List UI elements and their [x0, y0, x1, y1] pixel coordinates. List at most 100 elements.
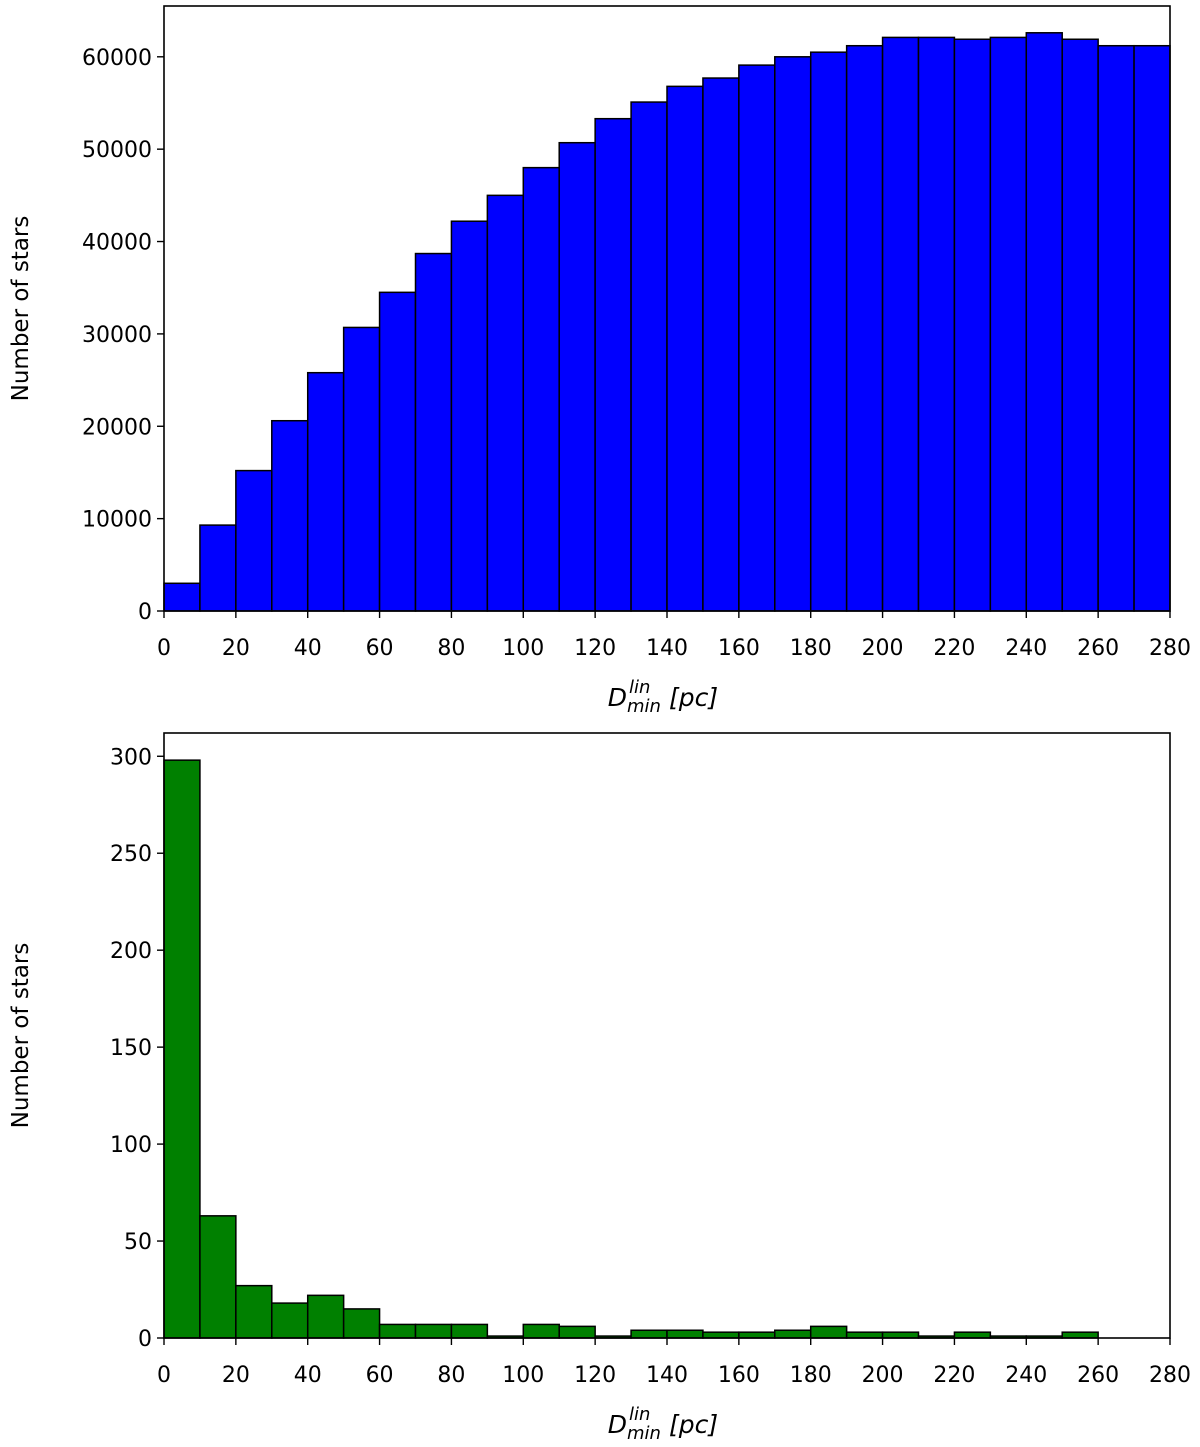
x-tick-label: 60: [366, 1363, 394, 1388]
y-tick-label: 60000: [82, 46, 152, 71]
y-tick-label: 30000: [82, 323, 152, 348]
y-tick-label: 300: [110, 745, 152, 770]
x-tick-label: 0: [157, 1363, 171, 1388]
x-tick-label: 240: [1005, 1363, 1047, 1388]
x-tick-label: 220: [933, 636, 975, 661]
bar-70-80: [414, 252, 453, 612]
x-tick-label: 180: [790, 1363, 832, 1388]
bar-160-170: [738, 64, 776, 612]
y-tick-label: 40000: [82, 231, 152, 256]
bar-40-50: [306, 1294, 345, 1339]
bar-0-10: [163, 759, 201, 1339]
y-tick-label: 150: [110, 1036, 152, 1061]
bar-90-100: [486, 194, 525, 612]
y-tick-label: 100: [110, 1133, 152, 1158]
bar-150-160: [702, 77, 740, 612]
y-tick-label: 50: [124, 1230, 152, 1255]
x-tick-label: 120: [574, 1363, 616, 1388]
x-tick-label: 220: [933, 1363, 975, 1388]
bar-200-210: [881, 1331, 920, 1339]
x-tick-label: 0: [157, 636, 171, 661]
bar-270-280: [1133, 44, 1171, 612]
bottom-histogram-panel: 0 20 40 60 80 100 120 140 160 180 200 220 240 260 2800…: [8, 732, 1191, 1444]
bar-60-70: [378, 291, 417, 612]
x-tick-label: 80: [437, 1363, 465, 1388]
bar-220-230: [953, 38, 992, 612]
x-tick-label: 40: [294, 636, 322, 661]
bar-70-80: [414, 1323, 453, 1339]
bar-140-150: [666, 85, 704, 612]
x-tick-label: 140: [646, 636, 688, 661]
bar-80-90: [450, 220, 489, 612]
bar-250-260: [1061, 1331, 1099, 1339]
bar-180-190: [809, 1325, 848, 1339]
x-tick-label: 180: [790, 636, 832, 661]
x-axis: 0 20 40 60 80 100 120 140 160 180 200 220 240 260 280: [157, 611, 1191, 661]
bar-30-40: [271, 419, 309, 612]
bar-130-140: [630, 101, 668, 612]
x-tick-label: 240: [1005, 636, 1047, 661]
x-tick-label: 100: [502, 1363, 544, 1388]
x-tick-label: 280: [1149, 636, 1191, 661]
bar-110-120: [558, 1325, 596, 1339]
bar-100-110: [522, 1323, 560, 1339]
x-tick-label: 20: [222, 636, 250, 661]
x-tick-label: 160: [718, 636, 760, 661]
bar-200-210: [881, 36, 920, 612]
x-axis: 0 20 40 60 80 100 120 140 160 180 200 220 240 260 280: [157, 1338, 1191, 1388]
bar-220-230: [953, 1331, 992, 1339]
bar-150-160: [702, 1331, 740, 1339]
plot-frame: [163, 732, 1171, 1339]
x-tick-label: 260: [1077, 636, 1119, 661]
y-axis-label: Number of stars: [8, 216, 34, 402]
x-tick-label: 40: [294, 1363, 322, 1388]
x-tick-label: 120: [574, 636, 616, 661]
bar-0-10: [163, 582, 201, 612]
bar-120-130: [594, 117, 632, 612]
bar-50-60: [342, 326, 381, 612]
bar-110-120: [558, 141, 596, 612]
y-tick-label: 20000: [82, 415, 152, 440]
bar-180-190: [809, 51, 848, 612]
bar-10-20: [199, 524, 237, 612]
top-histogram-panel: 0 20 40 60 80 100 120 140 160 180 200 220 240 260 2800…: [8, 5, 1191, 717]
x-tick-label: 200: [862, 636, 904, 661]
x-tick-label: 260: [1077, 1363, 1119, 1388]
y-tick-label: 0: [138, 600, 152, 625]
y-tick-label: 0: [138, 1327, 152, 1352]
bar-170-180: [774, 1329, 812, 1339]
y-tick-label: 10000: [82, 508, 152, 533]
bar-40-50: [306, 371, 345, 612]
x-label-superscript: lin: [629, 1404, 650, 1425]
x-label-subscript: min: [627, 696, 661, 717]
x-tick-label: 60: [366, 636, 394, 661]
y-tick-label: 50000: [82, 138, 152, 163]
y-tick-label: 250: [110, 842, 152, 867]
x-tick-label: 100: [502, 636, 544, 661]
bar-60-70: [378, 1323, 417, 1339]
x-label-subscript: min: [627, 1423, 661, 1444]
bar-190-200: [845, 1331, 884, 1339]
bar-50-60: [342, 1308, 381, 1339]
bar-230-240: [989, 36, 1028, 612]
x-tick-label: 160: [718, 1363, 760, 1388]
bar-160-170: [738, 1331, 776, 1339]
x-tick-label: 20: [222, 1363, 250, 1388]
bar-10-20: [199, 1215, 237, 1339]
bar-250-260: [1061, 38, 1099, 612]
y-tick-label: 200: [110, 939, 152, 964]
x-tick-label: 200: [862, 1363, 904, 1388]
bar-210-220: [917, 36, 956, 612]
y-axis-label: Number of stars: [8, 943, 34, 1129]
bar-240-250: [1025, 32, 1063, 612]
bar-80-90: [450, 1323, 489, 1339]
x-label-unit: [pc]: [669, 683, 718, 712]
x-tick-label: 140: [646, 1363, 688, 1388]
bars: [163, 32, 1171, 612]
bar-130-140: [630, 1329, 668, 1339]
bar-260-270: [1097, 44, 1135, 612]
y-axis: 0 50 100 150 200 250 300: [110, 745, 164, 1352]
